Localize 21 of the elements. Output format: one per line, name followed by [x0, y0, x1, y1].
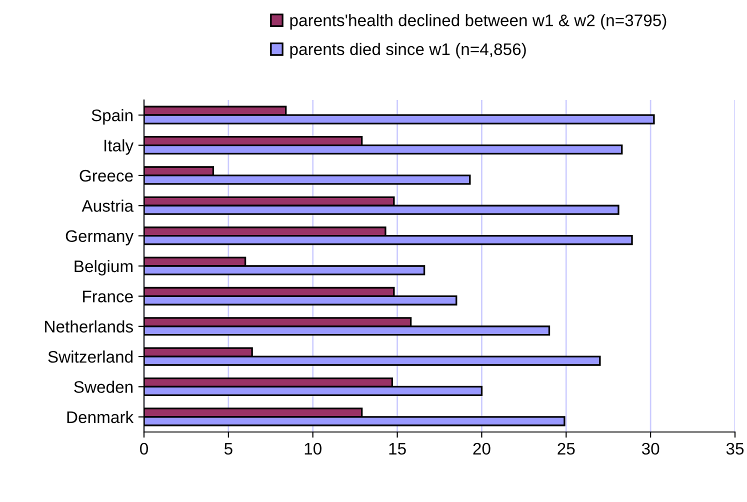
y-tick-label: Sweden — [74, 380, 133, 393]
y-tick-label: Austria — [82, 200, 134, 212]
y-tick-label: Switzerland — [48, 350, 133, 363]
y-tick-label: Spain — [92, 109, 133, 125]
x-tick-label: 15 — [389, 443, 406, 455]
x-tick-label: 10 — [304, 442, 322, 455]
legend-label: parents'health declined between w1 & w2 (n=3795) — [290, 14, 666, 30]
x-tick-label: 30 — [642, 442, 660, 455]
y-tick-label: Netherlands — [45, 320, 133, 333]
x-tick-label: 0 — [140, 442, 148, 455]
y-tick-label: Greece — [80, 170, 133, 182]
y-tick-label: France — [83, 290, 133, 302]
x-tick-label: 5 — [224, 443, 232, 455]
y-tick-label: Belgium — [74, 260, 132, 276]
x-tick-label: 35 — [726, 442, 744, 455]
y-tick-label: Germany — [66, 230, 134, 246]
legend-label: parents died since w1 (n=4,856) — [290, 42, 526, 58]
x-tick-label: 20 — [473, 442, 490, 455]
x-tick-label: 25 — [558, 442, 575, 455]
y-tick-label: Italy — [104, 139, 134, 155]
y-tick-label: Denmark — [67, 410, 134, 424]
